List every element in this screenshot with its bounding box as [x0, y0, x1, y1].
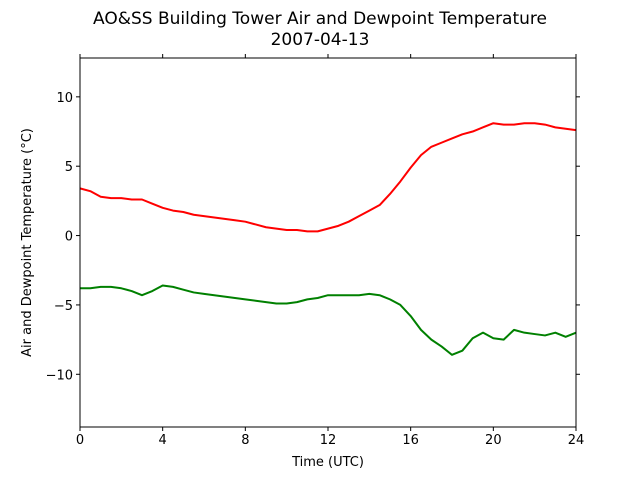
y-axis-label: Air and Dewpoint Temperature (°C) — [20, 128, 35, 357]
y-tick-label: 5 — [65, 160, 73, 175]
chart-subtitle: 2007-04-13 — [271, 30, 370, 50]
ticks-layer: 0 4 8 12 16 20 24 −10 −5 0 5 10 — [46, 54, 585, 448]
x-tick-label: 20 — [485, 433, 502, 448]
y-tick-label: −10 — [46, 368, 73, 383]
x-tick-label: 0 — [76, 433, 84, 448]
dewpoint-temperature-line — [80, 284, 577, 356]
series-layer — [79, 122, 577, 356]
x-tick-label: 16 — [402, 433, 419, 448]
y-tick-label: 0 — [65, 230, 73, 245]
x-axis-label: Time (UTC) — [291, 455, 364, 470]
x-tick-label: 12 — [320, 433, 337, 448]
air-temperature-line — [79, 122, 577, 233]
chart-title: AO&SS Building Tower Air and Dewpoint Te… — [93, 9, 547, 29]
plot-frame — [79, 57, 577, 428]
x-tick-label: 24 — [568, 433, 585, 448]
x-tick-label: 4 — [159, 433, 167, 448]
y-tick-label: 10 — [56, 91, 73, 106]
y-tick-label: −5 — [54, 299, 73, 314]
x-tick-label: 8 — [241, 433, 249, 448]
